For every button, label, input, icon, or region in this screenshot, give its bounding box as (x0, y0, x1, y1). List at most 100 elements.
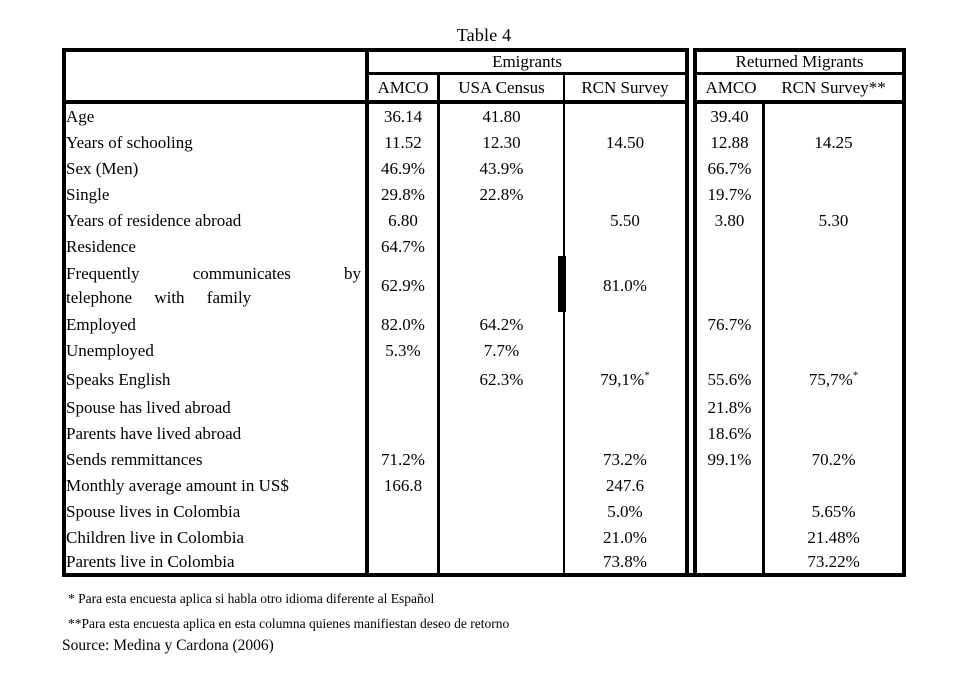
cell-value (693, 551, 766, 577)
cell-value: 12.30 (440, 130, 565, 156)
col-header-returned-rcn-survey: RCN Survey** (765, 75, 907, 104)
cell-value: 11.52 (369, 130, 440, 156)
cell-value (440, 473, 565, 499)
column-header-row: AMCO USA Census RCN Survey AMCO RCN Surv… (62, 75, 907, 104)
cell-value (765, 421, 907, 447)
table-row: Years of residence abroad 6.80 5.50 3.80 5.3… (62, 208, 907, 234)
table-row: Sends remmittances 71.2% 73.2% 99.1% 70.2% (62, 447, 907, 473)
cell-value: 73.8% (565, 551, 690, 577)
row-label: Children live in Colombia (62, 525, 369, 551)
cell-value (369, 499, 440, 525)
cell-value (565, 338, 690, 364)
cell-value (369, 525, 440, 551)
cell-value (440, 234, 565, 260)
cell-value: 66.7% (693, 156, 766, 182)
cell-value (440, 447, 565, 473)
table-row: Frequently communicates by telephone wit… (62, 260, 907, 312)
row-label: Parents live in Colombia (62, 551, 369, 577)
cell-value: 73.2% (565, 447, 690, 473)
row-label: Speaks English (62, 364, 369, 395)
cell-value: 62.3% (440, 364, 565, 395)
row-label: Spouse lives in Colombia (62, 499, 369, 525)
footnote-double-asterisk: **Para esta encuesta aplica en esta colu… (68, 616, 510, 631)
cell-value: 5.0% (565, 499, 690, 525)
table-row: Employed 82.0% 64.2% 76.7% (62, 312, 907, 338)
row-label: Frequently communicates by telephone wit… (62, 260, 369, 312)
table-row: Spouse has lived abroad 21.8% (62, 395, 907, 421)
row-label: Sends remmittances (62, 447, 369, 473)
cell-value: 7.7% (440, 338, 565, 364)
cell-value (565, 395, 690, 421)
cell-value: 82.0% (369, 312, 440, 338)
cell-value: 18.6% (693, 421, 766, 447)
cell-value: 64.2% (440, 312, 565, 338)
cell-value (693, 338, 766, 364)
cell-value: 3.80 (693, 208, 766, 234)
cell-value: 62.9% (369, 260, 440, 312)
footnote-single-asterisk: * Para esta encuesta aplica si habla otr… (68, 591, 435, 606)
cell-value: 76.7% (693, 312, 766, 338)
cell-value: 99.1% (693, 447, 766, 473)
cell-value: 5.3% (369, 338, 440, 364)
row-label: Parents have lived abroad (62, 421, 369, 447)
cell-value: 70.2% (765, 447, 907, 473)
group-header-emigrants: Emigrants (369, 48, 690, 75)
cell-value: 43.9% (440, 156, 565, 182)
cell-value (693, 473, 766, 499)
row-label: Years of residence abroad (62, 208, 369, 234)
table-body: Age 36.14 41.80 39.40 Years of schooling 11.5… (62, 104, 907, 577)
cell-value (693, 234, 766, 260)
table-row: Residence 64.7% (62, 234, 907, 260)
cell-value (440, 421, 565, 447)
cell-value: 36.14 (369, 104, 440, 130)
cell-value: 81.0% (565, 260, 690, 312)
cell-value (565, 156, 690, 182)
row-label: Residence (62, 234, 369, 260)
cell-value (765, 182, 907, 208)
cell-value: 21.0% (565, 525, 690, 551)
row-label: Years of schooling (62, 130, 369, 156)
migrants-table: Emigrants Returned Migrants AMCO USA Cen… (62, 48, 907, 577)
cell-value: 12.88 (693, 130, 766, 156)
row-label: Employed (62, 312, 369, 338)
table-row: Spouse lives in Colombia 5.0% 5.65% (62, 499, 907, 525)
corner-cell (62, 48, 369, 104)
source-citation: Source: Medina y Cardona (2006) (62, 637, 274, 654)
cell-value: 41.80 (440, 104, 565, 130)
cell-value (369, 551, 440, 577)
cell-value: 79,1%* (565, 364, 690, 395)
cell-value (440, 208, 565, 234)
table-row: Years of schooling 11.52 12.30 14.50 12.88 14… (62, 130, 907, 156)
cell-value: 21.48% (765, 525, 907, 551)
row-label: Spouse has lived abroad (62, 395, 369, 421)
col-header-rcn-survey: RCN Survey (565, 75, 690, 104)
cell-value (693, 260, 766, 312)
cell-value (565, 421, 690, 447)
cell-value (369, 421, 440, 447)
cell-value (440, 395, 565, 421)
col-header-emigrants-amco: AMCO (369, 75, 440, 104)
cell-value: 64.7% (369, 234, 440, 260)
cell-value: 46.9% (369, 156, 440, 182)
group-header-returned-migrants: Returned Migrants (693, 48, 907, 75)
cell-value (440, 551, 565, 577)
cell-value: 75,7%* (765, 364, 907, 395)
cell-value (565, 104, 690, 130)
cell-value: 29.8% (369, 182, 440, 208)
cell-value: 14.50 (565, 130, 690, 156)
cell-value: 19.7% (693, 182, 766, 208)
cell-value (693, 525, 766, 551)
cell-value: 5.65% (765, 499, 907, 525)
footnote-marker: * (852, 368, 859, 381)
col-header-returned-amco: AMCO (693, 75, 766, 104)
cell-value (565, 234, 690, 260)
footnote-marker: * (644, 368, 650, 381)
row-label: Sex (Men) (62, 156, 369, 182)
cell-value (765, 312, 907, 338)
cell-value (765, 104, 907, 130)
cell-value (765, 338, 907, 364)
table-row: Speaks English 62.3% 79,1%* 55.6% 75,7%* (62, 364, 907, 395)
row-label: Single (62, 182, 369, 208)
cell-value (765, 234, 907, 260)
cell-value: 73.22% (765, 551, 907, 577)
